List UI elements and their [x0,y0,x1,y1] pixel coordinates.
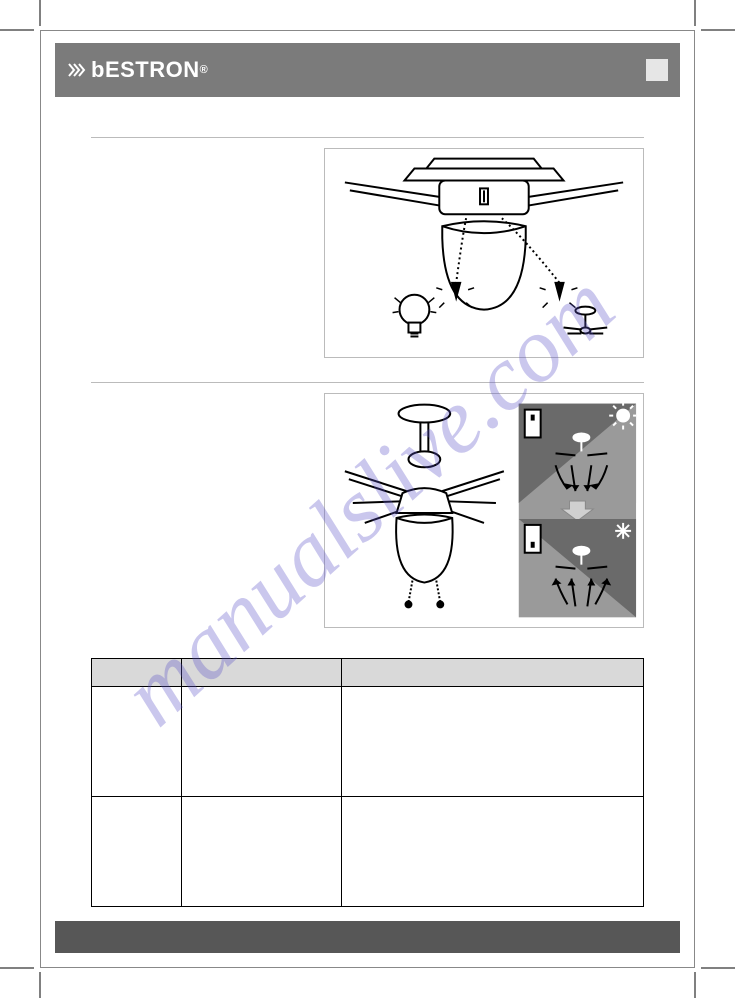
table-cell [182,797,342,907]
table-cell [92,687,182,797]
illustration-direction-switch [324,393,644,628]
table-row [92,687,644,797]
table-header-3 [342,659,644,687]
info-table [91,658,644,907]
section-direction [91,382,644,652]
header-bar: bESTRON® [55,43,680,97]
content-area [41,97,694,907]
page-indicator [646,59,668,81]
table-cell [92,797,182,907]
table-cell [182,687,342,797]
table-row [92,797,644,907]
table-cell [342,797,644,907]
logo-chevrons-icon [67,60,87,80]
brand-text: bESTRON [91,57,200,83]
table-cell [342,687,644,797]
page-frame: bESTRON® [40,30,695,968]
table-header-1 [92,659,182,687]
footer-bar [55,921,680,953]
illustration-pull-chains [324,148,644,358]
registered-mark: ® [200,64,209,76]
brand-logo: bESTRON® [67,57,208,83]
section-pull-chains [91,137,644,382]
table-header-row [92,659,644,687]
table-header-2 [182,659,342,687]
